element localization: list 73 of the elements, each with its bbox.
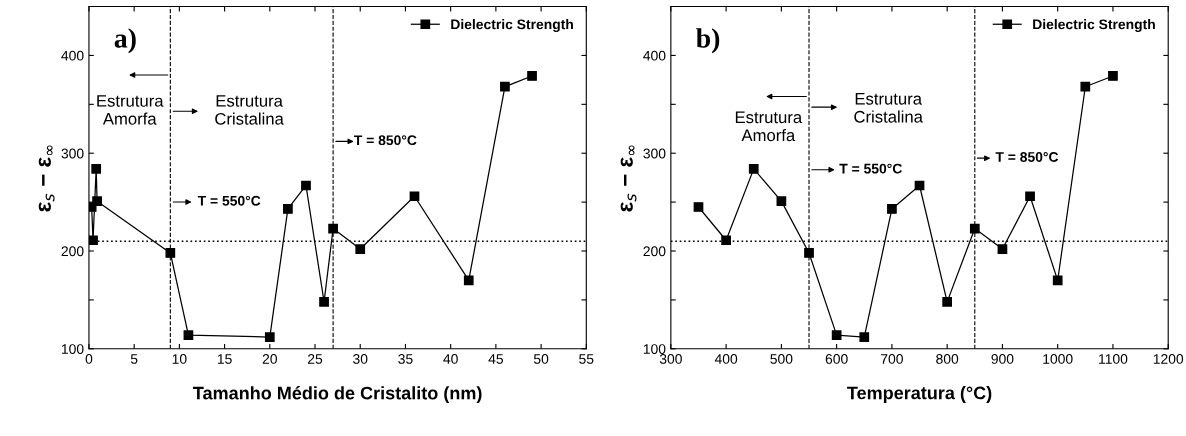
x-tick-label: 50 bbox=[533, 354, 549, 364]
point bbox=[301, 180, 311, 191]
point bbox=[997, 244, 1008, 254]
point bbox=[463, 275, 474, 286]
x-tick-label: 15 bbox=[217, 354, 232, 364]
y-tick-label: 200 bbox=[643, 246, 666, 257]
y-tick-label: 300 bbox=[643, 148, 666, 159]
point bbox=[1052, 275, 1063, 286]
x-tick-label: 20 bbox=[262, 354, 277, 364]
annotation: T = 850°C bbox=[354, 135, 417, 146]
point bbox=[1080, 81, 1091, 92]
x-tick-label: 600 bbox=[825, 354, 848, 364]
point bbox=[264, 332, 275, 342]
annotation: T = 550°C bbox=[839, 163, 902, 174]
x-tick-label: 0 bbox=[85, 354, 93, 364]
point bbox=[748, 164, 759, 174]
x-tick-label: 10 bbox=[172, 354, 187, 364]
x-tick-label: 1000 bbox=[1043, 354, 1073, 364]
x-tick-label: 800 bbox=[936, 354, 959, 364]
point bbox=[804, 248, 814, 258]
x-tick-label: 900 bbox=[991, 354, 1014, 364]
x-tick-label: 35 bbox=[398, 354, 413, 364]
y-tick-label: 400 bbox=[643, 50, 666, 61]
point bbox=[165, 248, 176, 258]
x-tick-label: 1200 bbox=[1153, 354, 1184, 364]
annotation: Estrutura Cristalina bbox=[215, 95, 284, 125]
point bbox=[527, 71, 537, 81]
point bbox=[887, 204, 897, 214]
y-axis-title: ε$_{s}$ − ε$_{∞}$ bbox=[38, 145, 55, 212]
y-tick-label: 200 bbox=[61, 246, 84, 257]
point bbox=[92, 196, 102, 207]
legend-label: Dielectric Strength bbox=[451, 19, 573, 33]
point bbox=[721, 235, 731, 246]
point bbox=[776, 196, 787, 207]
annotation: b) bbox=[696, 28, 720, 54]
point bbox=[1108, 71, 1118, 81]
x-tick-label: 25 bbox=[308, 354, 323, 364]
point bbox=[283, 204, 293, 214]
x-tick-label: 30 bbox=[353, 354, 368, 364]
annotation: T = 550°C bbox=[197, 195, 261, 206]
x-tick-label: 1100 bbox=[1099, 354, 1128, 364]
point bbox=[500, 81, 510, 92]
annotation: a) bbox=[114, 28, 136, 54]
x-tick-label: 55 bbox=[579, 354, 594, 364]
x-tick-label: 300 bbox=[659, 354, 682, 364]
y-tick-label: 100 bbox=[643, 344, 666, 354]
point bbox=[355, 244, 366, 254]
point bbox=[859, 332, 870, 342]
point bbox=[831, 330, 842, 340]
annotation: T = 850°C bbox=[995, 152, 1059, 162]
y-tick-label: 400 bbox=[61, 50, 84, 61]
point bbox=[693, 202, 704, 212]
y-axis-title: ε$_{s}$ − ε$_{∞}$ bbox=[620, 145, 637, 212]
point bbox=[942, 296, 953, 307]
x-tick-label: 700 bbox=[881, 354, 903, 364]
annotation: Estrutura Cristalina bbox=[854, 93, 923, 123]
x-tick-label: 45 bbox=[488, 354, 504, 364]
point bbox=[183, 330, 194, 340]
x-tick-label: 40 bbox=[443, 354, 458, 364]
legend-label: Dielectric Strength bbox=[1033, 19, 1155, 33]
point bbox=[409, 191, 420, 202]
x-axis-title: Temperatura (°C) bbox=[847, 386, 992, 403]
x-tick-label: 500 bbox=[770, 354, 793, 364]
point bbox=[91, 164, 102, 174]
x-tick-label: 400 bbox=[714, 354, 738, 364]
x-tick-label: 5 bbox=[130, 354, 138, 364]
point bbox=[319, 296, 329, 307]
x-axis-title: Tamanho Médio de Cristalito (nm) bbox=[193, 386, 482, 404]
annotation: Estrutura Amorfa bbox=[97, 95, 164, 125]
annotation: Estrutura Amorfa bbox=[735, 111, 803, 142]
y-tick-label: 100 bbox=[61, 344, 84, 354]
point bbox=[1025, 191, 1035, 202]
y-tick-label: 300 bbox=[61, 148, 84, 159]
